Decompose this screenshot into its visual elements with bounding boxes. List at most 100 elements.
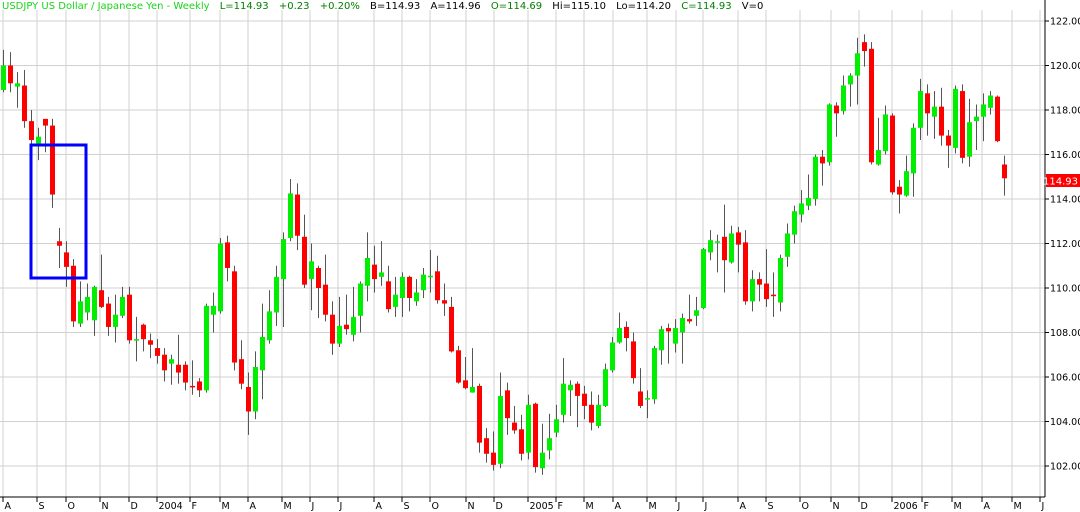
candle-body-up: [36, 136, 41, 144]
candle: [148, 333, 153, 359]
x-tick-label: 2004: [159, 501, 183, 512]
candle: [988, 91, 993, 115]
candle: [484, 428, 489, 463]
x-tick-label: M: [222, 501, 230, 512]
candle-body-down: [50, 125, 55, 195]
candle: [57, 227, 62, 268]
candle: [918, 78, 923, 141]
price-tag-text: 114.93: [1043, 177, 1078, 188]
candle-body-up: [428, 275, 433, 278]
candle-body-up: [974, 116, 979, 122]
candle-body-down: [925, 93, 930, 114]
candle-body-down: [519, 429, 524, 454]
candle-body-up: [358, 283, 363, 316]
candle: [939, 87, 944, 146]
candle-body-up: [813, 156, 818, 199]
candle-body-up: [169, 359, 174, 364]
x-tick-label: A: [5, 501, 12, 512]
candle: [260, 303, 265, 400]
candle: [659, 325, 664, 365]
candle-body-down: [162, 354, 167, 371]
y-tick-label: 106.00: [1050, 373, 1080, 384]
candle-body-down: [897, 186, 902, 195]
grid: [0, 10, 1045, 497]
candle: [78, 281, 83, 327]
x-tick-label: O: [68, 501, 75, 512]
candle: [491, 431, 496, 471]
candle-body-up: [498, 395, 503, 464]
candle: [337, 296, 342, 347]
candle: [925, 84, 930, 136]
high-price: Hi=115.10: [552, 1, 606, 12]
candle-body-down: [29, 121, 34, 141]
open-price: O=114.69: [490, 1, 543, 12]
candle: [323, 254, 328, 322]
candle: [99, 254, 104, 309]
candle: [792, 205, 797, 244]
candle: [519, 414, 524, 461]
candle: [540, 423, 545, 475]
candle-body-up: [379, 272, 384, 277]
candle: [701, 247, 706, 310]
candle-body-up: [554, 419, 559, 433]
candle-body-down: [197, 381, 202, 391]
candle: [190, 360, 195, 395]
candle-body-down: [295, 194, 300, 236]
last-price: L=114.93: [219, 1, 269, 12]
candle: [645, 390, 650, 419]
candle: [113, 294, 118, 343]
x-tick-label: M: [1014, 501, 1022, 512]
y-tick-label: 104.00: [1050, 417, 1080, 428]
candle-body-up: [561, 383, 566, 415]
y-tick-label: 112.00: [1050, 239, 1080, 250]
candle-body-up: [911, 127, 916, 174]
candle: [106, 296, 111, 336]
x-tick-label: N: [833, 501, 840, 512]
candle-body-down: [239, 359, 244, 384]
candle: [246, 372, 251, 435]
candle-body-up: [680, 318, 685, 333]
candle: [673, 319, 678, 353]
candle: [631, 332, 636, 384]
candle-body-up: [351, 316, 356, 335]
candle: [995, 95, 1000, 143]
candle: [729, 225, 734, 264]
candle: [890, 113, 895, 195]
candle-body-up: [337, 325, 342, 344]
candle: [589, 391, 594, 431]
candle: [526, 394, 531, 460]
candle: [736, 226, 741, 273]
candle: [386, 265, 391, 313]
candle: [561, 358, 566, 423]
candle: [603, 363, 608, 408]
x-tick-label: N: [102, 501, 109, 512]
candle: [624, 321, 629, 352]
candle: [547, 413, 552, 460]
candle: [225, 235, 230, 282]
candle-body-down: [512, 422, 517, 431]
candle-body-up: [134, 339, 139, 341]
candle: [134, 316, 139, 362]
candle: [533, 402, 538, 473]
candle-body-up: [211, 305, 216, 315]
candle: [610, 336, 615, 373]
candle: [127, 286, 132, 344]
candle: [239, 340, 244, 390]
candle-body-up: [806, 197, 811, 206]
candle-body-up: [421, 274, 426, 291]
candle: [897, 180, 902, 214]
candle-body-down: [155, 348, 160, 356]
candle-body-down: [1002, 164, 1007, 179]
candle: [379, 241, 384, 286]
candle-body-down: [533, 403, 538, 468]
x-tick-label: D: [496, 501, 503, 512]
candle: [344, 294, 349, 335]
candle: [771, 272, 776, 317]
candle: [176, 334, 181, 384]
candle: [400, 272, 405, 317]
candle: [358, 281, 363, 333]
candle: [155, 339, 160, 364]
candle-body-down: [764, 283, 769, 300]
candle-body-down: [316, 267, 321, 288]
